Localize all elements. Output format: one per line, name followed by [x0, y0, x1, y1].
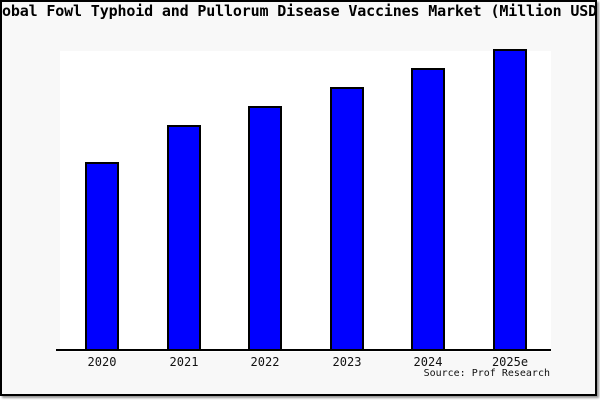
x-tick-label-2024: 2024: [413, 355, 443, 369]
chart-title: obal Fowl Typhoid and Pullorum Disease V…: [2, 2, 597, 20]
bar-2021: [167, 125, 201, 351]
bar-2020: [85, 162, 119, 351]
x-tick-label-2020: 2020: [87, 355, 117, 369]
bar-2024: [411, 68, 445, 351]
bar-2022: [248, 106, 282, 351]
plot-area: [60, 51, 551, 352]
x-tick-label-2022: 2022: [250, 355, 280, 369]
source-note: Source: Prof Research: [423, 368, 550, 379]
bar-2023: [330, 87, 364, 351]
x-tick-label-2025e: 2025e: [491, 355, 529, 369]
x-axis-line: [56, 349, 551, 351]
x-tick-label-2023: 2023: [332, 355, 362, 369]
x-tick-label-2021: 2021: [169, 355, 199, 369]
bar-2025e: [493, 49, 527, 351]
